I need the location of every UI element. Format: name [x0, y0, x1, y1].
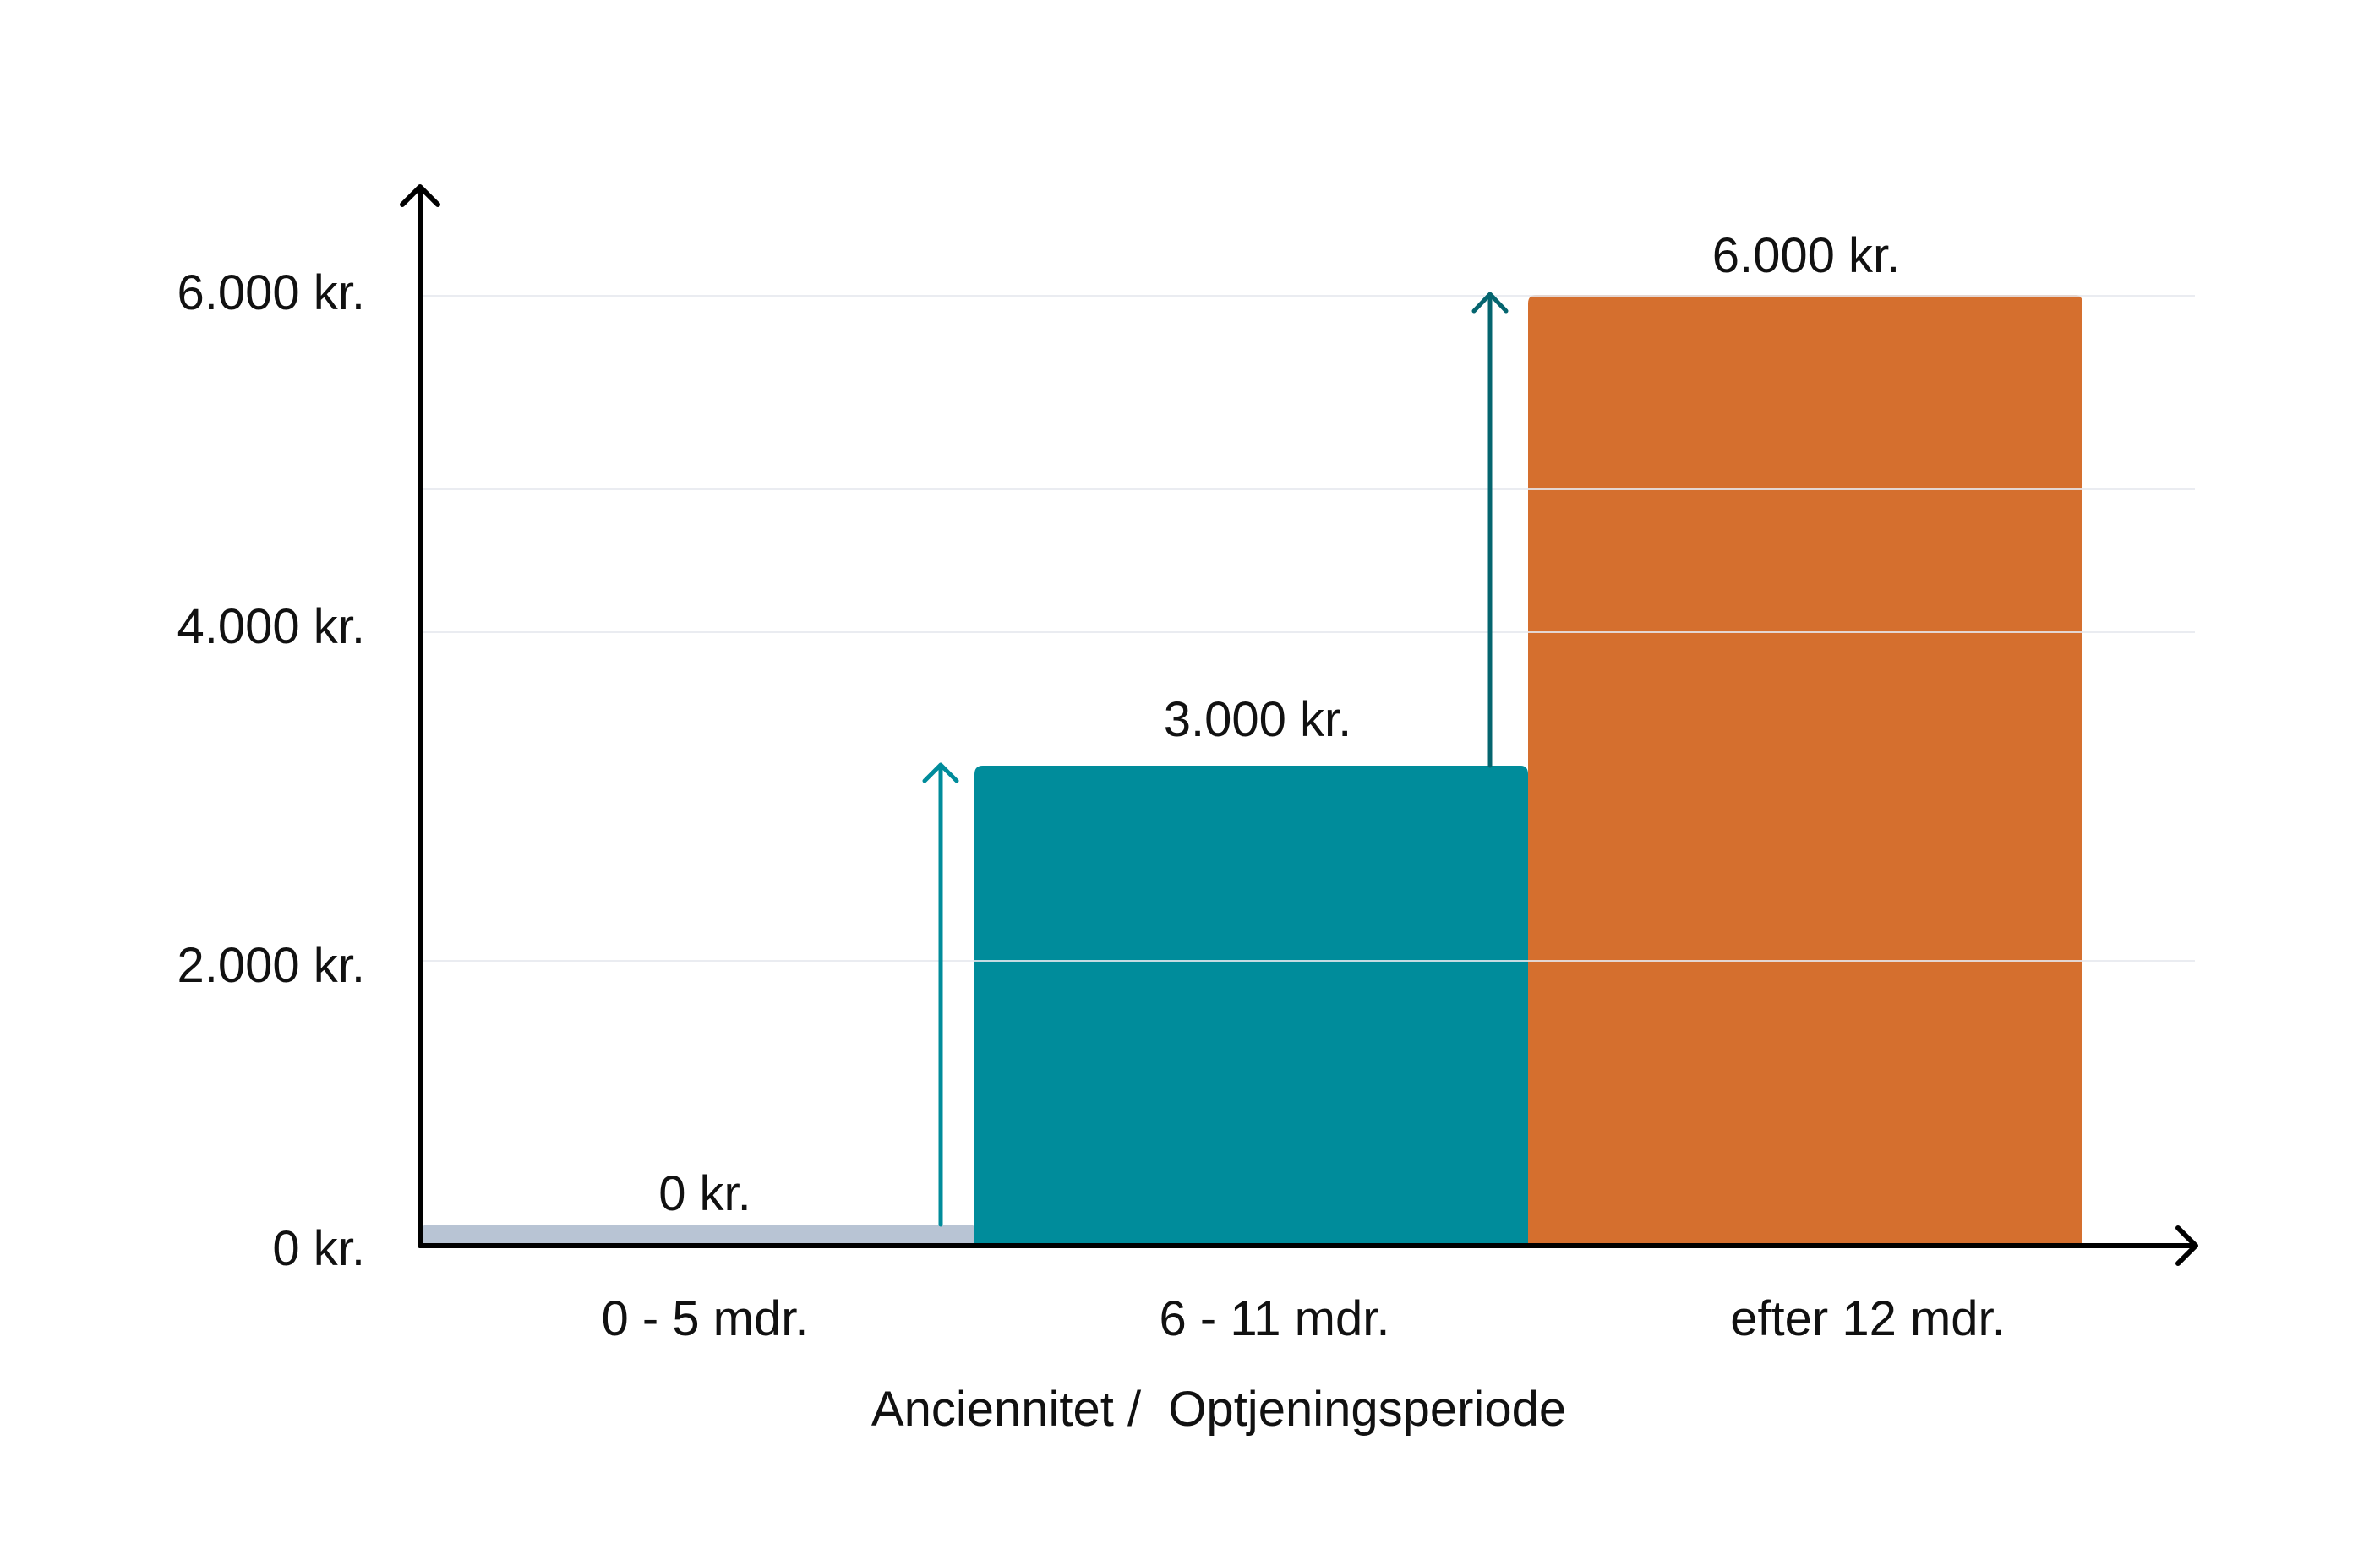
bars [421, 295, 2082, 1243]
category-6-11: 6 - 11 mdr. [1160, 1291, 1390, 1346]
step-arrow-1 [922, 762, 959, 1227]
value-label-0-5: 0 kr. [658, 1166, 751, 1221]
value-label-6-11: 3.000 kr. [1164, 692, 1351, 747]
step-arrow-2 [1471, 292, 1509, 768]
y-tick-2000: 2.000 kr. [177, 938, 365, 993]
bar-efter-12-mdr [1528, 295, 2082, 1243]
gridlines [423, 295, 2195, 962]
bar-6-11-mdr [974, 766, 1528, 1243]
arrow-head-icon [922, 762, 959, 783]
category-12plus: efter 12 mdr. [1730, 1291, 2006, 1346]
x-axis-title: Anciennitet / Optjeningsperiode [871, 1382, 1566, 1437]
value-labels: 0 kr. 3.000 kr. 6.000 kr. [658, 228, 1900, 1221]
y-tick-4000: 4.000 kr. [177, 599, 365, 654]
value-label-12plus: 6.000 kr. [1712, 228, 1900, 283]
x-category-labels: 0 - 5 mdr. 6 - 11 mdr. efter 12 mdr. [602, 1291, 2006, 1346]
y-tick-6000: 6.000 kr. [177, 265, 365, 320]
category-0-5: 0 - 5 mdr. [602, 1291, 809, 1346]
y-tick-labels: 6.000 kr. 4.000 kr. 2.000 kr. 0 kr. [177, 265, 365, 1276]
bar-0-5-mdr [421, 1225, 976, 1243]
y-tick-0: 0 kr. [272, 1221, 365, 1276]
y-axis-arrow-icon [400, 184, 440, 207]
arrow-head-icon [1471, 292, 1509, 314]
x-axis-arrow-icon [2175, 1225, 2198, 1266]
axes [400, 184, 2198, 1266]
